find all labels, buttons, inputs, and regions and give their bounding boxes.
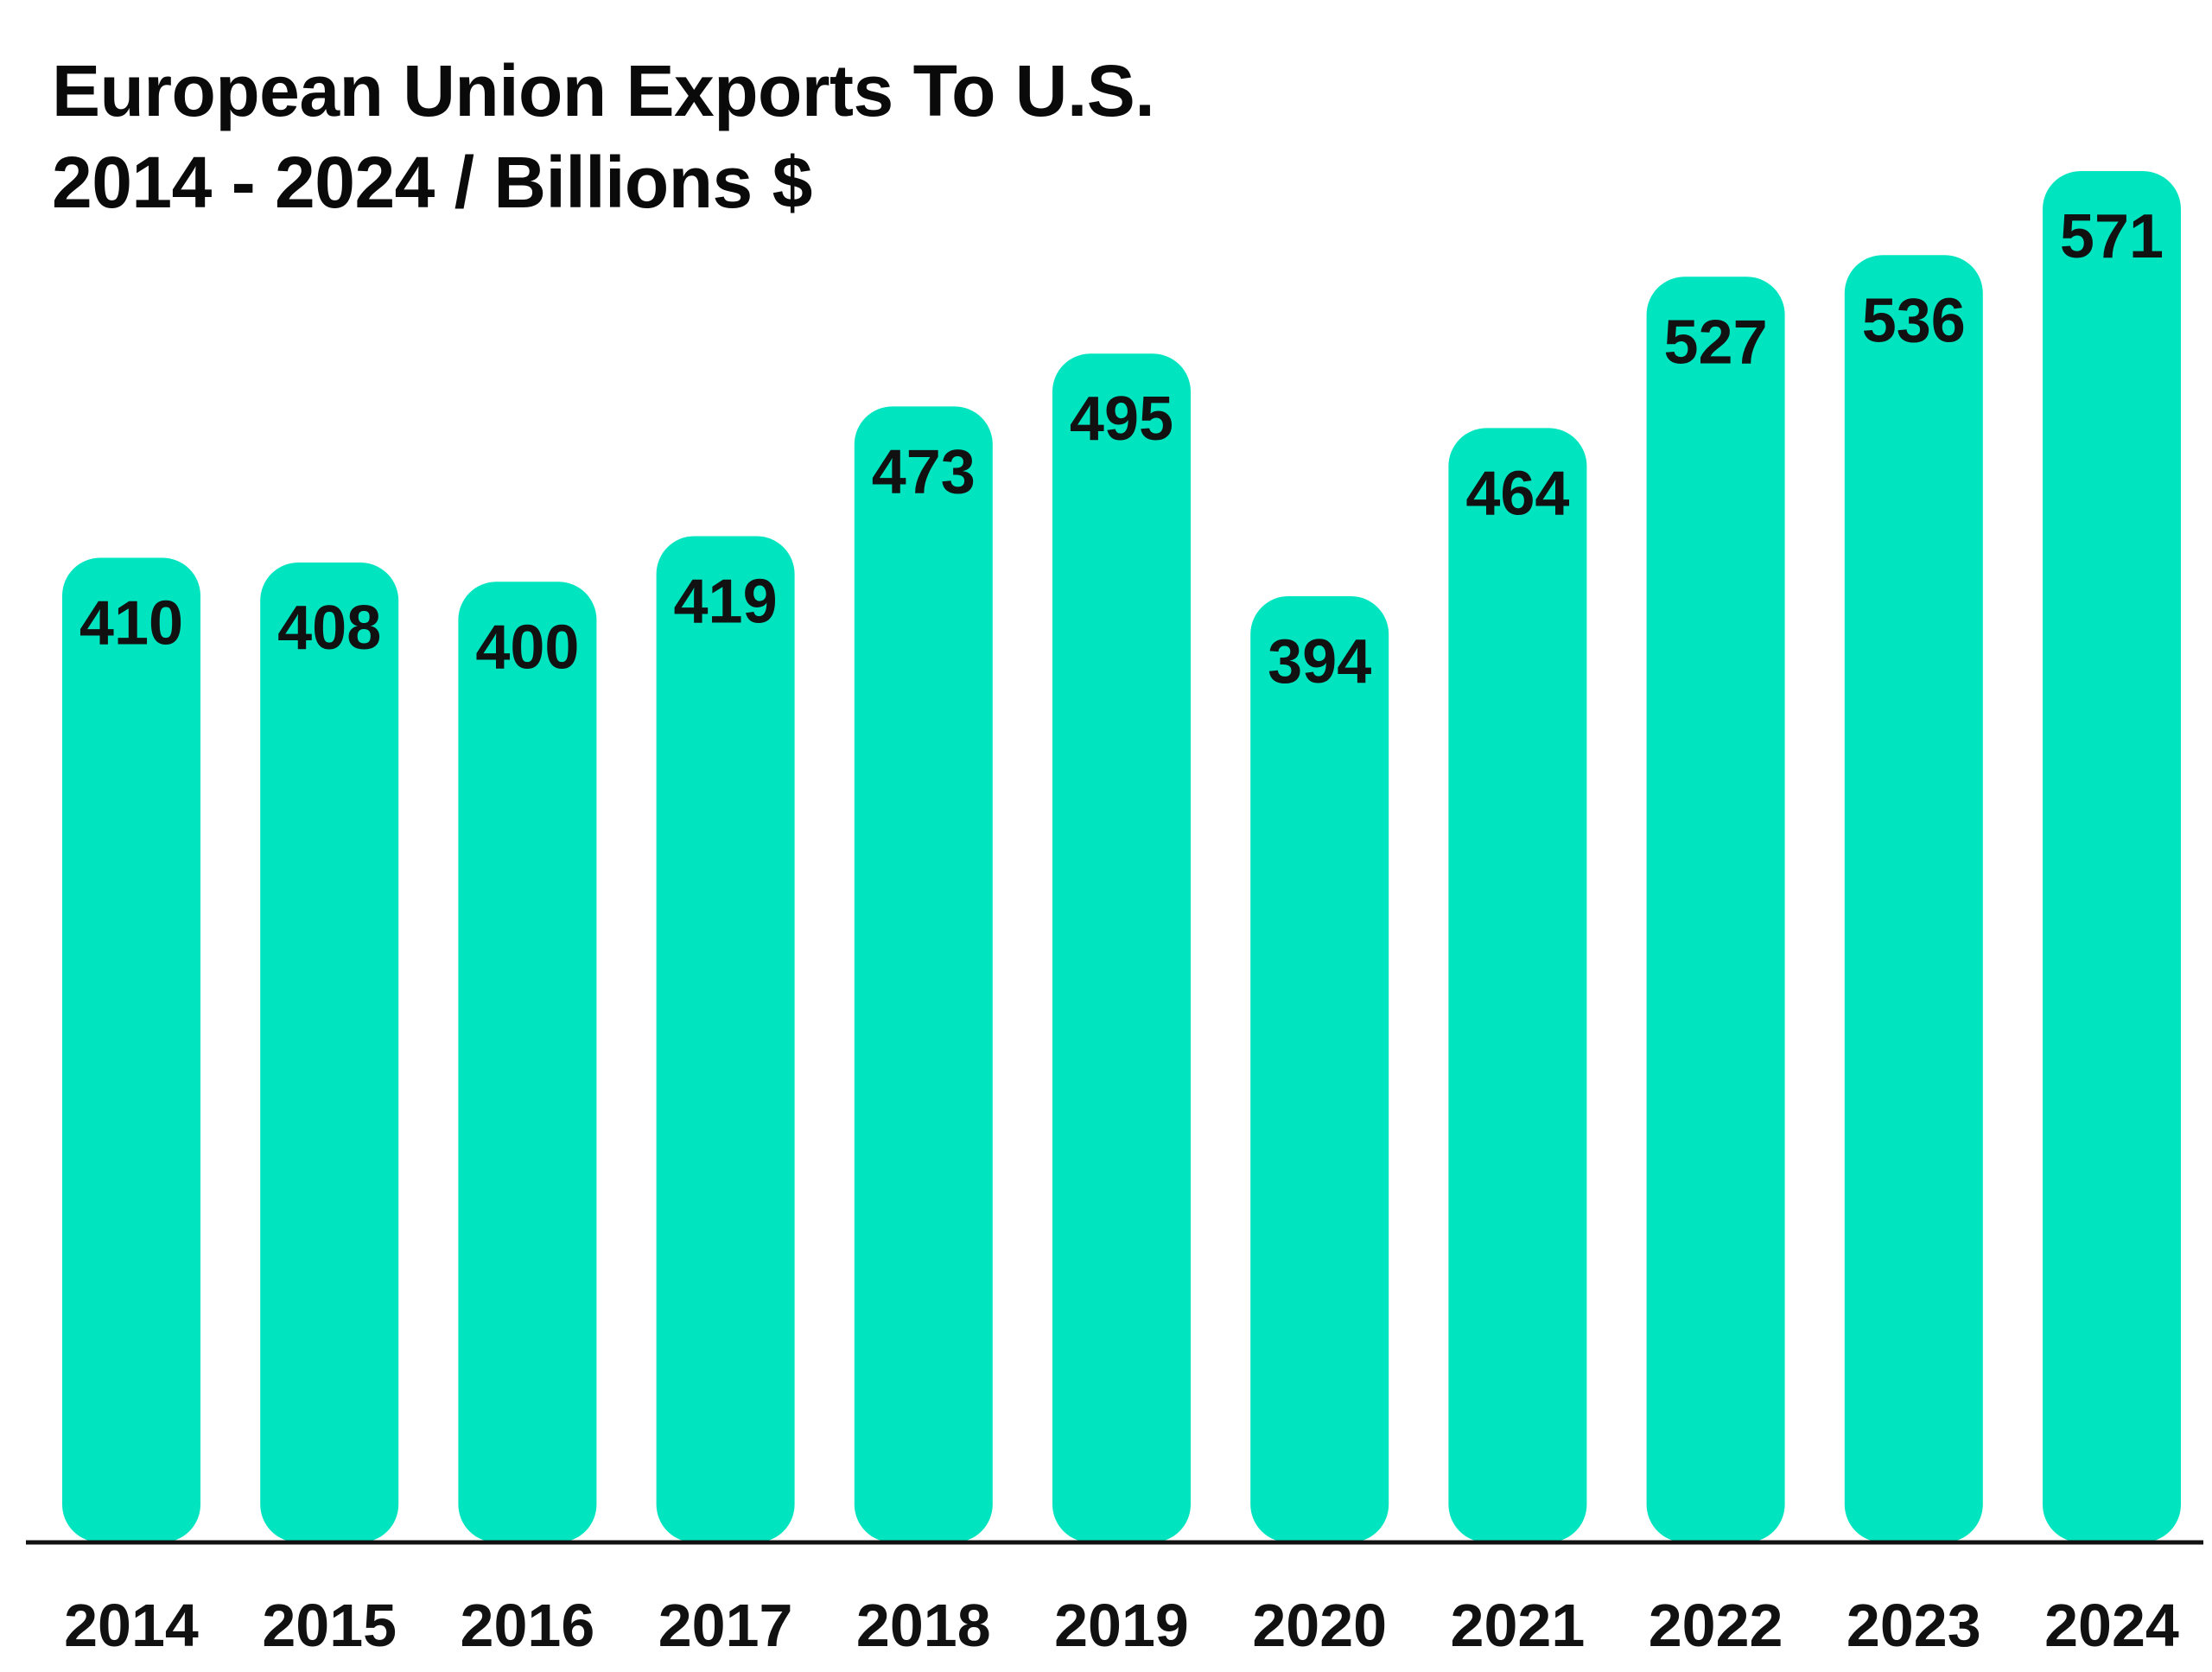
value-label-2015: 408	[277, 594, 381, 663]
bar-2021	[1448, 428, 1587, 1542]
value-label-2024: 571	[2060, 202, 2164, 271]
x-tick-label-2022: 2022	[1649, 1592, 1783, 1659]
bars-group	[62, 171, 2181, 1543]
x-tick-label-2021: 2021	[1451, 1592, 1586, 1659]
x-tick-label-2015: 2015	[262, 1592, 397, 1659]
value-label-2022: 527	[1664, 308, 1768, 377]
bar-2020	[1250, 595, 1389, 1543]
bar-2023	[1844, 255, 1983, 1542]
x-tick-label-2020: 2020	[1252, 1592, 1387, 1659]
x-tick-label-2023: 2023	[1847, 1592, 1981, 1659]
value-label-2021: 464	[1465, 459, 1569, 528]
x-axis-tick-labels: 2014 2015 2016 2017 2018 2019 2020 2021 2022 2023…	[64, 1592, 2179, 1659]
bar-2019	[1052, 353, 1191, 1542]
value-labels-group: 410 408 400 419 473 495 394 464 527 536 571	[79, 202, 2164, 696]
bar-2024	[2043, 171, 2181, 1542]
bar-2015	[260, 563, 399, 1542]
value-label-2016: 400	[475, 613, 579, 682]
chart-subtitle: 2014 - 2024 / Billions $	[52, 142, 812, 223]
x-tick-label-2017: 2017	[658, 1592, 793, 1659]
x-tick-label-2016: 2016	[461, 1592, 595, 1659]
x-tick-label-2014: 2014	[64, 1592, 199, 1659]
x-tick-label-2024: 2024	[2044, 1592, 2179, 1659]
x-tick-label-2019: 2019	[1054, 1592, 1189, 1659]
chart-title: European Union Exports To U.S.	[52, 50, 1155, 131]
bar-2018	[854, 406, 993, 1543]
value-label-2017: 419	[674, 567, 778, 636]
bar-2017	[656, 536, 795, 1542]
value-label-2019: 495	[1070, 385, 1173, 454]
x-tick-label-2018: 2018	[856, 1592, 991, 1659]
bar-2022	[1646, 277, 1785, 1542]
chart-title-block: European Union Exports To U.S. 2014 - 20…	[52, 45, 1155, 228]
value-label-2020: 394	[1268, 627, 1371, 696]
value-label-2023: 536	[1862, 286, 1966, 355]
value-label-2018: 473	[872, 437, 976, 506]
bar-2016	[458, 582, 597, 1543]
value-label-2014: 410	[79, 588, 183, 658]
bar-2014	[62, 557, 200, 1542]
